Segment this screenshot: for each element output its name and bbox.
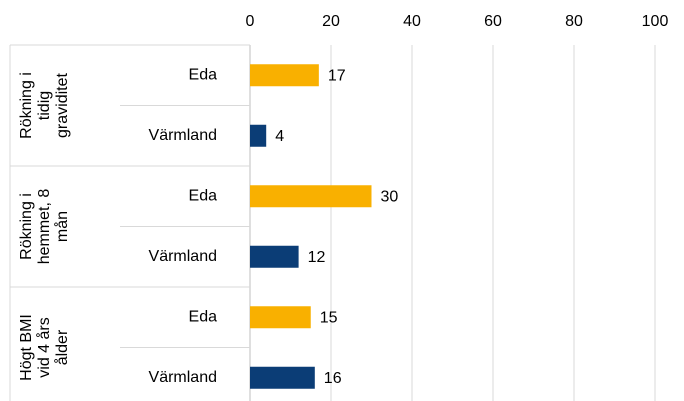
x-tick-label: 40 [403,13,421,30]
group-label: mån [53,211,71,242]
group-label: graviditet [54,72,71,137]
x-tick-label: 60 [484,13,502,30]
x-tick-label: 100 [642,13,669,30]
category-label: Värmland [149,248,217,265]
bar [250,64,319,87]
category-label: Eda [189,187,218,204]
category-label: Eda [189,308,218,325]
category-label: Värmland [149,369,217,386]
bar [250,124,267,147]
bar [250,306,311,329]
x-tick-label: 0 [246,13,255,30]
group-label: Rökning i [18,72,35,139]
x-tick-label: 80 [565,13,583,30]
value-label: 4 [275,128,284,145]
value-label: 15 [320,309,338,326]
group-label: hemmet, 8 [36,189,53,265]
x-tick-label: 20 [322,13,340,30]
group-label: ålder [53,329,71,365]
value-label: 12 [308,249,326,266]
bar [250,185,372,208]
group-label: Rökning i [18,193,35,260]
category-label: Eda [189,66,218,83]
group-label: vid 4 års [35,317,53,377]
bar [250,245,299,268]
value-label: 17 [328,67,346,84]
category-label: Värmland [149,127,217,144]
bar [250,366,315,389]
value-label: 16 [324,370,342,387]
value-label: 30 [381,188,399,205]
group-label: tidig [36,91,53,120]
group-label: Högt BMI [18,314,35,381]
